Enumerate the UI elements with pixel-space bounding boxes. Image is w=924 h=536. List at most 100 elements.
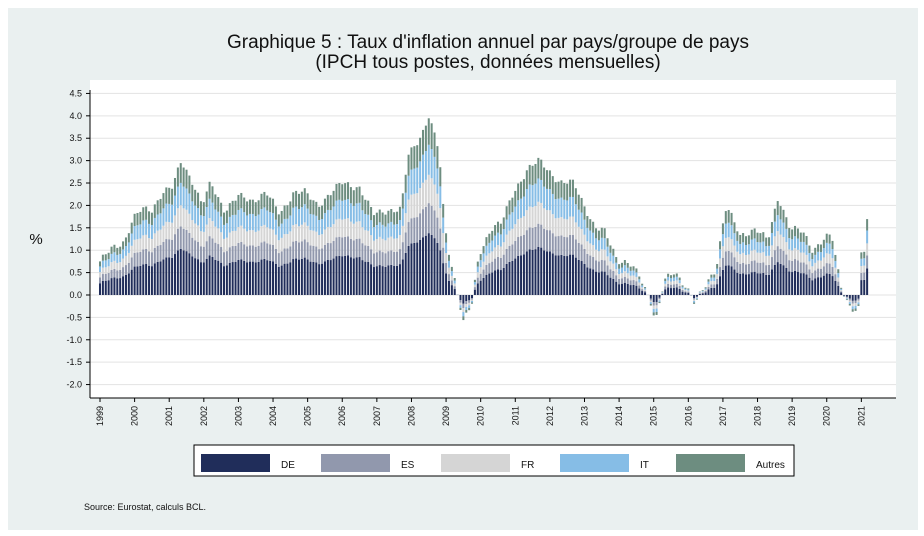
bar-fr-228 <box>756 252 759 263</box>
bar-es-136 <box>491 261 494 273</box>
bar-es-64 <box>283 248 286 264</box>
bar-it-208 <box>698 292 701 293</box>
bar-autres-46 <box>231 200 234 215</box>
x-tick-label: 2019 <box>787 406 797 426</box>
bar-autres-16 <box>145 206 148 220</box>
bar-autres-196 <box>664 278 667 282</box>
bar-de-192 <box>652 294 655 303</box>
bar-de-147 <box>522 254 525 295</box>
bar-de-171 <box>592 269 595 295</box>
bar-fr-5 <box>113 260 116 269</box>
bar-it-115 <box>430 149 433 179</box>
bar-autres-106 <box>404 174 407 193</box>
bar-de-25 <box>171 257 174 295</box>
bar-fr-141 <box>505 234 508 249</box>
bar-fr-109 <box>413 193 416 218</box>
bar-fr-263 <box>857 300 860 303</box>
bar-de-88 <box>352 258 355 295</box>
legend-label-autres: Autres <box>756 460 785 471</box>
bar-es-188 <box>641 289 644 292</box>
bar-de-210 <box>704 292 707 295</box>
bar-autres-34 <box>197 192 200 209</box>
bar-autres-25 <box>171 188 174 205</box>
bar-autres-17 <box>148 211 151 224</box>
bar-it-231 <box>765 246 768 256</box>
bar-it-150 <box>531 185 534 208</box>
bar-es-60 <box>272 244 275 262</box>
bar-fr-129 <box>471 299 474 301</box>
bar-de-59 <box>269 260 272 295</box>
bar-fr-59 <box>269 228 272 245</box>
bar-fr-95 <box>372 240 375 254</box>
bar-es-179 <box>615 275 618 282</box>
bar-fr-142 <box>508 230 511 246</box>
bar-it-137 <box>494 235 497 248</box>
bar-it-30 <box>185 188 188 210</box>
bar-it-122 <box>450 271 453 276</box>
bar-fr-239 <box>788 249 791 261</box>
bar-it-8 <box>122 249 125 259</box>
bar-fr-92 <box>364 230 367 246</box>
bar-it-5 <box>113 252 116 261</box>
bar-fr-251 <box>822 257 825 267</box>
bar-es-181 <box>620 278 623 284</box>
bar-de-203 <box>684 292 687 295</box>
bar-it-82 <box>335 200 338 220</box>
bar-autres-213 <box>713 274 716 278</box>
bar-autres-57 <box>263 191 266 208</box>
bar-fr-6 <box>116 262 119 271</box>
legend-swatch-it <box>560 454 629 472</box>
bar-de-260 <box>848 294 851 299</box>
bar-es-236 <box>779 248 782 264</box>
bar-es-99 <box>384 253 387 267</box>
bar-autres-175 <box>603 228 606 239</box>
bar-de-141 <box>505 263 508 295</box>
bar-autres-127 <box>465 309 468 313</box>
bar-fr-63 <box>280 237 283 252</box>
bar-es-3 <box>107 273 110 281</box>
bar-it-219 <box>730 225 733 240</box>
legend-swatch-fr <box>441 454 510 472</box>
bar-es-121 <box>447 274 450 281</box>
bar-es-40 <box>214 242 217 260</box>
bar-de-77 <box>321 263 324 295</box>
bar-es-90 <box>358 238 361 258</box>
bar-es-126 <box>462 303 465 309</box>
bar-autres-31 <box>188 175 191 194</box>
bar-it-14 <box>139 224 142 239</box>
bar-fr-171 <box>592 245 595 257</box>
bar-de-112 <box>421 237 425 295</box>
source-note: Source: Eurostat, calculs BCL. <box>84 502 206 512</box>
bar-es-92 <box>364 245 367 262</box>
bar-es-159 <box>557 236 560 256</box>
bar-de-129 <box>471 294 474 299</box>
bar-fr-66 <box>289 231 292 247</box>
bar-autres-67 <box>292 192 295 208</box>
bar-it-210 <box>704 288 707 290</box>
bar-it-84 <box>341 200 344 220</box>
bar-de-228 <box>756 273 759 295</box>
bar-fr-125 <box>459 302 462 306</box>
bar-autres-228 <box>756 232 759 243</box>
bar-it-99 <box>384 226 387 241</box>
bar-it-39 <box>211 202 214 222</box>
bar-autres-59 <box>269 197 272 213</box>
bar-fr-31 <box>188 213 191 233</box>
bar-fr-243 <box>799 252 802 263</box>
bar-it-83 <box>338 199 341 219</box>
bar-es-183 <box>626 278 629 284</box>
bar-es-77 <box>321 248 324 264</box>
bar-it-31 <box>188 193 191 214</box>
bar-autres-253 <box>828 234 831 244</box>
bar-autres-220 <box>733 222 736 234</box>
bar-fr-242 <box>796 249 799 261</box>
bar-es-6 <box>116 270 119 279</box>
bar-fr-25 <box>171 222 174 240</box>
bar-es-227 <box>753 260 756 272</box>
bar-it-192 <box>652 308 655 313</box>
bar-es-264 <box>860 272 863 281</box>
bar-fr-33 <box>194 223 197 241</box>
bar-es-9 <box>124 265 127 275</box>
bar-de-51 <box>246 262 249 295</box>
bar-autres-242 <box>796 228 799 239</box>
